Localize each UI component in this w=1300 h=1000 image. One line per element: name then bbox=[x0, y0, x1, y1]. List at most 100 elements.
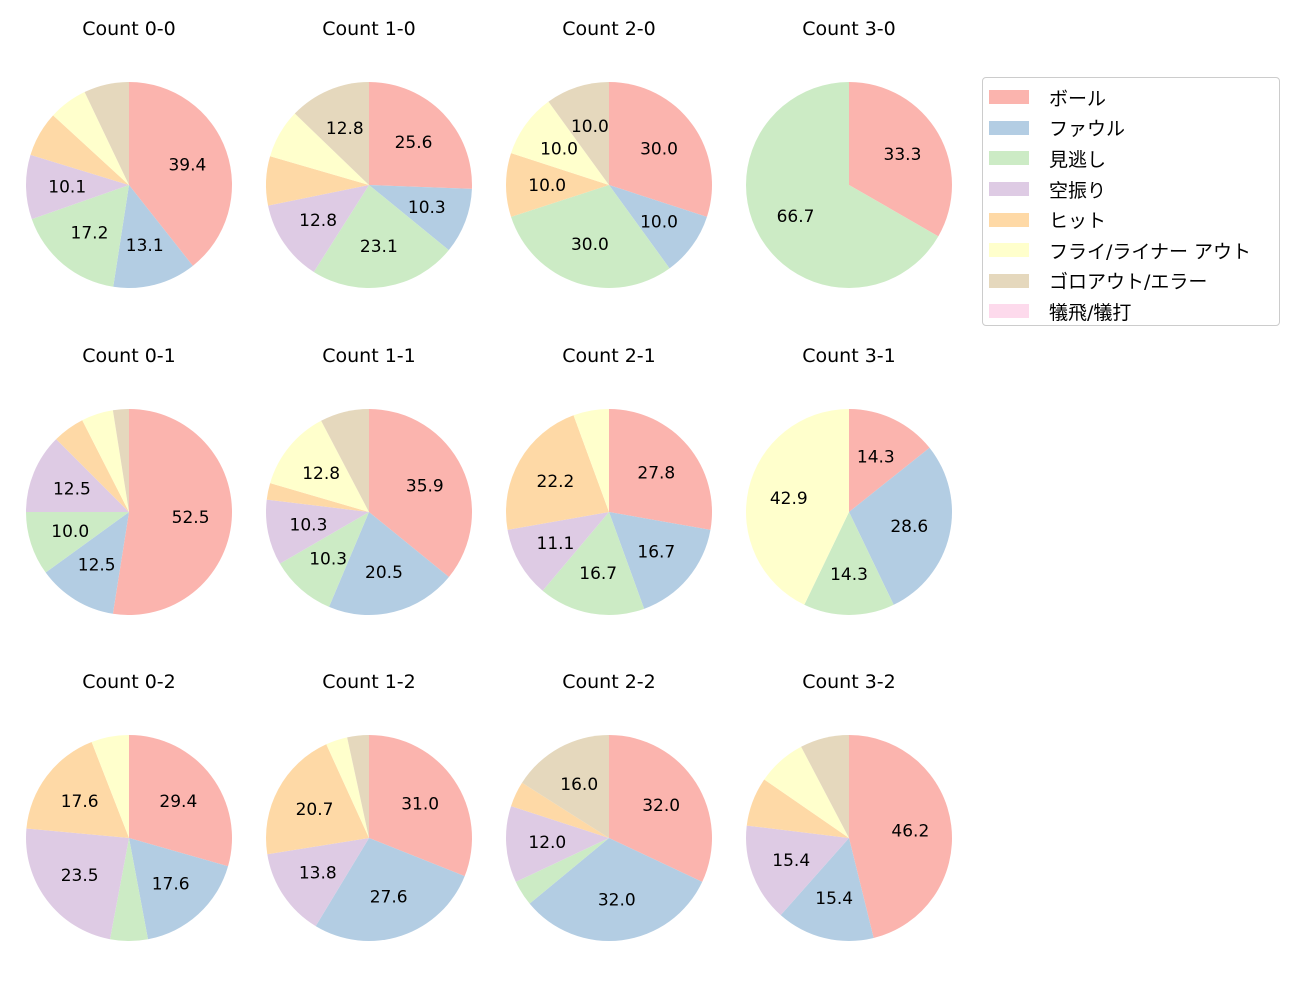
slice-label: 32.0 bbox=[642, 796, 680, 816]
pie-title: Count 3-0 bbox=[802, 18, 896, 40]
slice-label: 52.5 bbox=[172, 508, 210, 528]
slice-label: 10.3 bbox=[408, 198, 446, 218]
slice-label: 39.4 bbox=[168, 156, 206, 176]
pie-slice bbox=[548, 82, 609, 185]
legend-swatch bbox=[989, 151, 1029, 166]
pie-slice bbox=[849, 447, 953, 605]
pie-slice bbox=[369, 409, 472, 577]
legend-swatch bbox=[989, 212, 1029, 227]
pie-slice bbox=[745, 82, 939, 288]
pie-slice bbox=[573, 409, 609, 512]
pie-slice bbox=[26, 512, 129, 573]
pie-slice bbox=[609, 512, 711, 609]
pie-slice bbox=[26, 742, 130, 838]
legend-label: 空振り bbox=[1049, 179, 1107, 202]
pie-slice bbox=[313, 185, 449, 288]
pie-title: Count 1-1 bbox=[322, 345, 416, 367]
legend-label: ボール bbox=[1049, 87, 1107, 110]
slice-label: 17.6 bbox=[61, 792, 99, 812]
pie-slice bbox=[522, 735, 609, 838]
legend-item: ボール bbox=[989, 82, 1279, 113]
pie-slice bbox=[746, 779, 849, 838]
pie-slice bbox=[30, 115, 130, 185]
pie-slice bbox=[45, 512, 129, 614]
legend: ボールファウル見逃し空振りヒット フライ/ライナー アウト ゴロアウト/エラー 犠飛/… bbox=[982, 77, 1280, 326]
slice-label: 10.1 bbox=[48, 177, 86, 197]
pie-slice bbox=[112, 409, 233, 615]
pie-title: Count 3-1 bbox=[802, 345, 896, 367]
legend-label: ヒット bbox=[1049, 210, 1107, 233]
pie-slice bbox=[84, 82, 129, 185]
slice-label: 33.3 bbox=[884, 145, 922, 165]
slice-label: 16.7 bbox=[637, 543, 675, 563]
slice-label: 10.3 bbox=[309, 549, 347, 569]
slice-label: 30.0 bbox=[640, 140, 678, 160]
legend-item: ファウル bbox=[989, 113, 1279, 144]
slice-label: 10.0 bbox=[528, 176, 566, 196]
pie-title: Count 2-1 bbox=[562, 345, 656, 367]
pie-slice bbox=[268, 185, 369, 272]
pie-slice bbox=[505, 415, 609, 530]
slice-label: 16.0 bbox=[560, 775, 598, 795]
legend-item: ヒット bbox=[989, 204, 1279, 235]
pie-slice bbox=[369, 735, 472, 877]
slice-label: 32.0 bbox=[598, 890, 636, 910]
pie-slice bbox=[266, 499, 369, 564]
slice-label: 13.1 bbox=[126, 236, 164, 256]
pie-slice bbox=[109, 838, 149, 941]
pie-slice bbox=[329, 512, 449, 616]
pie-slice bbox=[31, 185, 129, 287]
slice-label: 15.4 bbox=[815, 889, 853, 909]
pie-title: Count 0-2 bbox=[82, 671, 176, 693]
slice-label: 12.5 bbox=[53, 479, 91, 499]
pie-slice bbox=[801, 735, 849, 838]
legend-swatch bbox=[989, 90, 1029, 105]
pie-slice bbox=[511, 185, 670, 288]
pie-slice bbox=[609, 185, 707, 269]
pie-title: Count 2-2 bbox=[562, 671, 656, 693]
legend-label: 見逃し bbox=[1049, 148, 1107, 171]
pie-slice bbox=[113, 185, 193, 289]
slice-label: 12.8 bbox=[299, 211, 337, 231]
slice-label: 17.6 bbox=[152, 875, 190, 895]
legend-label: ファウル bbox=[1049, 118, 1126, 141]
pie-slice bbox=[529, 838, 703, 941]
pie-count-3-0: Count 3-0 33.3 66.7 bbox=[745, 18, 953, 288]
pie-count-0-2: Count 0-2 29.4 17.6 23.5 17.6 bbox=[26, 671, 232, 941]
slice-label: 10.0 bbox=[540, 140, 578, 160]
pie-title: Count 0-0 bbox=[82, 18, 176, 40]
slice-label: 20.5 bbox=[365, 563, 403, 583]
pie-slice bbox=[321, 409, 369, 512]
pie-slice bbox=[315, 838, 465, 941]
slice-label: 15.4 bbox=[772, 851, 810, 871]
slice-label: 12.5 bbox=[78, 556, 116, 576]
pie-slice bbox=[129, 82, 232, 266]
pie-slice bbox=[506, 153, 609, 217]
legend-item: 犠飛/犠打 bbox=[989, 296, 1279, 327]
slice-label: 22.2 bbox=[537, 472, 575, 492]
pie-slice bbox=[267, 838, 369, 927]
pie-slice bbox=[279, 512, 369, 607]
pie-title: Count 1-0 bbox=[322, 18, 416, 40]
legend-swatch bbox=[989, 243, 1029, 258]
legend-item: フライ/ライナー アウト bbox=[989, 235, 1279, 266]
pie-slice bbox=[542, 512, 645, 615]
slice-label: 28.6 bbox=[890, 517, 928, 537]
pie-slice bbox=[507, 512, 609, 591]
slice-label: 12.8 bbox=[302, 464, 340, 484]
pie-slice bbox=[26, 439, 129, 512]
slice-label: 10.3 bbox=[290, 515, 328, 535]
pie-slice bbox=[515, 838, 609, 904]
pie-title: Count 1-2 bbox=[322, 671, 416, 693]
legend-item: 見逃し bbox=[989, 143, 1279, 174]
slice-label: 13.8 bbox=[299, 864, 337, 884]
pie-slice bbox=[369, 82, 473, 189]
slice-label: 29.4 bbox=[159, 792, 197, 812]
pie-slice bbox=[270, 113, 369, 185]
pie-slice bbox=[82, 410, 129, 512]
slice-label: 46.2 bbox=[891, 822, 929, 842]
pie-count-0-0: Count 0-0 39.4 13.1 17.2 10.1 bbox=[25, 18, 232, 289]
legend-item: ゴロアウト/エラー bbox=[989, 266, 1279, 297]
pie-slice bbox=[53, 92, 129, 185]
slice-label: 14.3 bbox=[857, 447, 895, 467]
